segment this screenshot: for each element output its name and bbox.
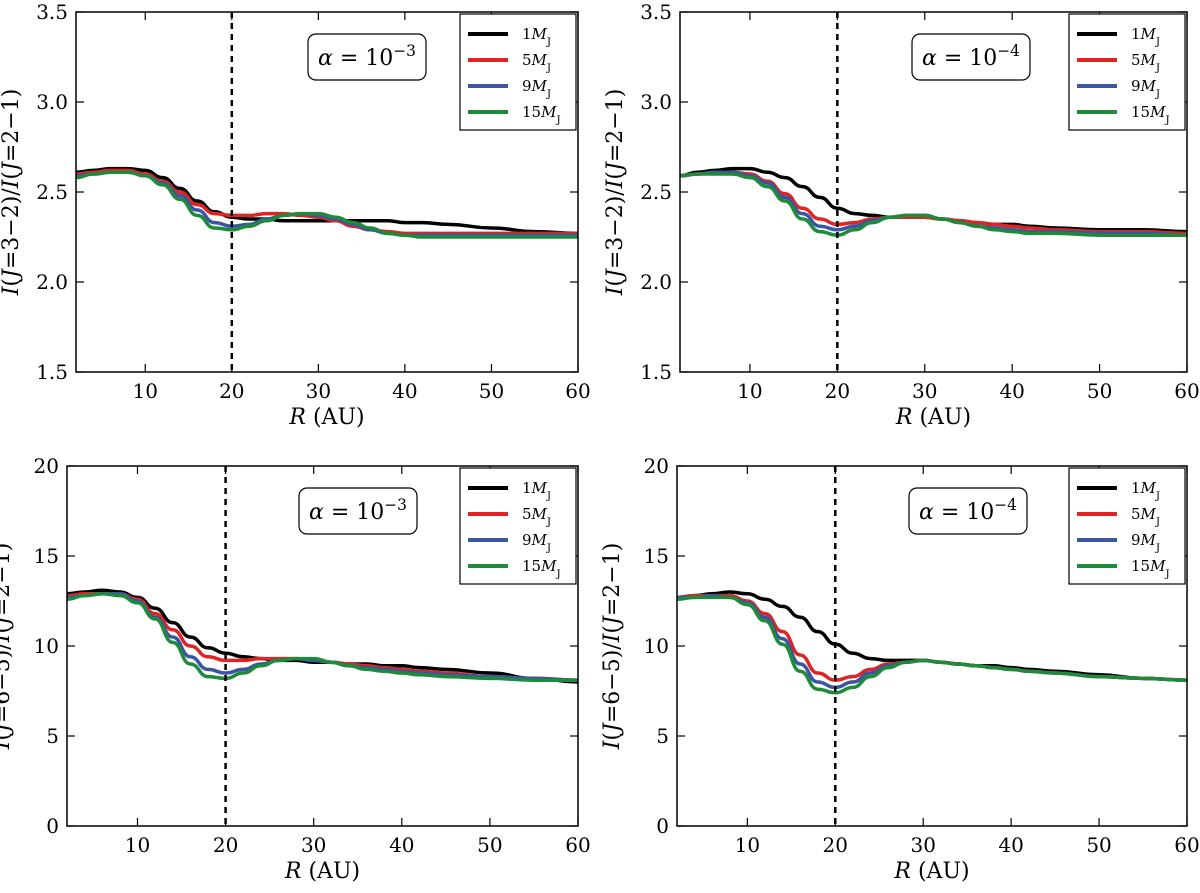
series-line-1mj — [677, 590, 1187, 682]
x-tick-label: 50 — [1087, 379, 1112, 403]
y-tick-label: 15 — [644, 544, 669, 568]
series-group — [677, 590, 1187, 695]
alpha-label: α = 10−3 — [309, 496, 407, 525]
series-group — [76, 166, 578, 239]
panel-4: 10 20 30 40 50 60 0 5 10 15 20 R (AU) I(J=6−5)/I(J=2… — [600, 454, 1200, 884]
series-line-15mj — [76, 170, 578, 239]
x-tick-label: 20 — [213, 833, 238, 857]
series-group — [67, 588, 578, 684]
x-tick-label: 40 — [998, 833, 1023, 857]
legend-entry: 9MJ — [1131, 531, 1160, 554]
legend-entry: 1MJ — [1131, 479, 1160, 502]
y-axis-label: I(J=6−5)/I(J=2−1) — [0, 543, 15, 751]
legend-entry: 1MJ — [522, 25, 551, 48]
x-tick-label: 60 — [565, 833, 590, 857]
y-axis-label: I(J=6−5)/I(J=2−1) — [600, 543, 625, 751]
alpha-box — [908, 487, 1028, 535]
series-line-15mj — [680, 172, 1187, 237]
x-tick-label: 30 — [910, 833, 935, 857]
panel-1: 10 20 30 40 50 60 1.5 2.0 2.5 3.0 3.5 R (AU) I(J=3−2… — [0, 0, 591, 430]
x-tick-label: 10 — [735, 833, 760, 857]
alpha-box — [298, 487, 418, 535]
legend-entry: 1MJ — [1131, 25, 1160, 48]
y-tick-label: 20 — [644, 454, 669, 478]
legend-entry: 5MJ — [522, 51, 551, 74]
x-tick-label: 60 — [1174, 833, 1199, 857]
y-tick-label: 2.0 — [36, 270, 68, 294]
x-tick-label: 10 — [737, 379, 762, 403]
series-line-15mj — [677, 595, 1187, 695]
legend-entry: 5MJ — [1131, 51, 1160, 74]
x-axis-label: R (AU) — [895, 405, 971, 430]
x-tick-label: 30 — [301, 833, 326, 857]
series-line-15mj — [67, 592, 578, 682]
x-tick-label: 50 — [477, 833, 502, 857]
y-tick-label: 2.5 — [36, 180, 68, 204]
y-tick-label: 0 — [46, 814, 59, 838]
legend-entry: 9MJ — [522, 77, 551, 100]
legend-entry: 1MJ — [522, 479, 551, 502]
legend-entry: 15MJ — [522, 557, 561, 580]
y-tick-label: 3.0 — [640, 90, 672, 114]
y-tick-label: 1.5 — [640, 360, 672, 384]
panel-3: 10 20 30 40 50 60 0 5 10 15 20 R (AU) I(J=6−5)/I(J=2… — [0, 454, 591, 884]
y-tick-label: 5 — [656, 724, 669, 748]
y-tick-label: 1.5 — [36, 360, 68, 384]
x-tick-label: 30 — [306, 379, 331, 403]
series-line-5mj — [67, 592, 578, 682]
y-tick-label: 3.5 — [36, 0, 68, 24]
y-tick-label: 5 — [46, 724, 59, 748]
alpha-box — [911, 33, 1031, 81]
y-tick-label: 10 — [34, 634, 59, 658]
y-axis-label: I(J=3−2)/I(J=2−1) — [0, 89, 24, 297]
alpha-label: α = 10−4 — [922, 42, 1020, 71]
legend-entry: 9MJ — [522, 531, 551, 554]
x-tick-label: 10 — [133, 379, 158, 403]
legend-entry: 5MJ — [1131, 505, 1160, 528]
x-axis-label: R (AU) — [893, 859, 969, 884]
x-axis-label: R (AU) — [284, 859, 360, 884]
legend-entry: 9MJ — [1131, 77, 1160, 100]
y-tick-label: 2.5 — [640, 180, 672, 204]
series-line-5mj — [76, 168, 578, 236]
legend-entry: 15MJ — [1131, 103, 1170, 126]
y-tick-label: 20 — [34, 454, 59, 478]
y-axis-label: I(J=3−2)/I(J=2−1) — [603, 89, 628, 297]
x-tick-label: 60 — [1174, 379, 1199, 403]
panel-2: 10 20 30 40 50 60 1.5 2.0 2.5 3.0 3.5 R (AU) I(J=3−2… — [603, 0, 1200, 430]
y-tick-label: 3.5 — [640, 0, 672, 24]
y-tick-label: 15 — [34, 544, 59, 568]
alpha-box — [307, 33, 427, 81]
x-tick-label: 10 — [125, 833, 150, 857]
x-tick-label: 20 — [219, 379, 244, 403]
x-tick-label: 40 — [999, 379, 1024, 403]
y-tick-label: 10 — [644, 634, 669, 658]
alpha-label: α = 10−4 — [919, 496, 1017, 525]
x-tick-label: 40 — [392, 379, 417, 403]
x-tick-label: 50 — [479, 379, 504, 403]
legend-entry: 5MJ — [522, 505, 551, 528]
y-tick-label: 3.0 — [36, 90, 68, 114]
x-tick-label: 50 — [1086, 833, 1111, 857]
legend-entry: 15MJ — [1131, 557, 1170, 580]
y-tick-label: 2.0 — [640, 270, 672, 294]
y-tick-label: 0 — [656, 814, 669, 838]
series-line-1mj — [76, 166, 578, 236]
alpha-label: α = 10−3 — [318, 42, 416, 71]
x-tick-label: 20 — [823, 833, 848, 857]
legend-entry: 15MJ — [522, 103, 561, 126]
x-tick-label: 20 — [825, 379, 850, 403]
x-tick-label: 30 — [912, 379, 937, 403]
x-axis-label: R (AU) — [288, 405, 364, 430]
x-tick-label: 60 — [565, 379, 590, 403]
x-tick-label: 40 — [389, 833, 414, 857]
series-group — [680, 166, 1187, 237]
series-line-9mj — [76, 170, 578, 237]
